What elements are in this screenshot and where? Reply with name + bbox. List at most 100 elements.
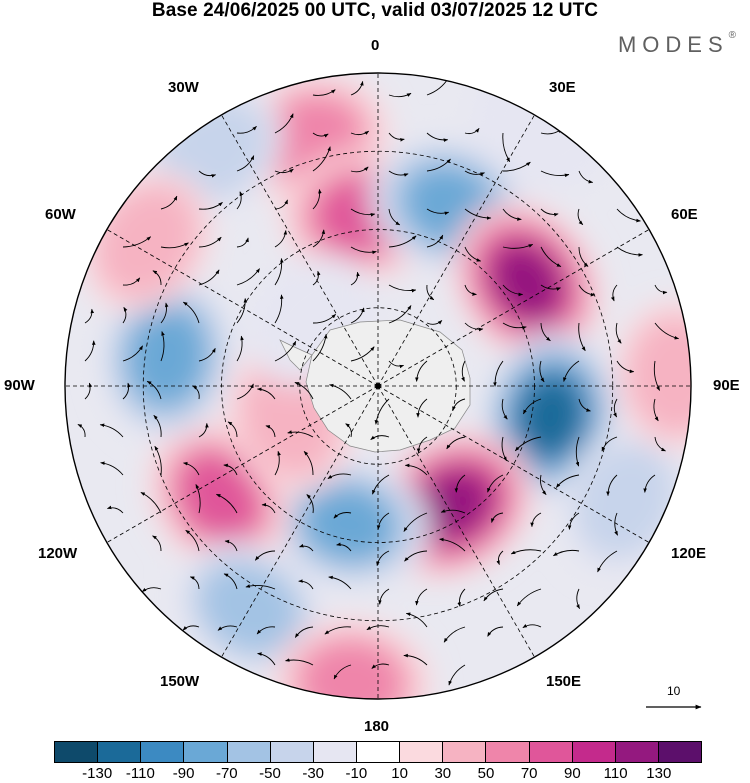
wind-vector	[540, 246, 562, 268]
wind-vector	[192, 385, 200, 400]
wind-vector	[274, 450, 281, 476]
meridian-line	[377, 385, 535, 658]
wind-vector	[567, 512, 580, 530]
wind-vector	[350, 80, 364, 96]
wind-vector	[122, 306, 128, 324]
wind-vector	[106, 505, 124, 514]
wind-vector	[653, 360, 661, 391]
wind-vector	[329, 383, 352, 400]
indian-ocean-high-contour	[492, 244, 561, 319]
wind-vector	[415, 588, 428, 606]
wind-vector	[223, 573, 238, 590]
lon-label-90w: 90W	[4, 377, 35, 394]
colorbar-swatch	[98, 742, 142, 762]
wind-vector	[224, 539, 238, 552]
wind-vector	[195, 483, 201, 514]
colorbar-swatch	[572, 742, 616, 762]
wind-vector	[614, 512, 619, 536]
wind-vector	[160, 195, 178, 210]
wind-vector	[575, 436, 580, 467]
wind-vector	[350, 346, 375, 362]
wind-vector	[388, 284, 417, 293]
colorbar-tick-label: 50	[477, 765, 495, 782]
wind-vector	[236, 383, 254, 400]
wind-vector	[227, 421, 238, 438]
wind-vector	[152, 535, 162, 552]
wind-vector	[350, 271, 360, 286]
wind-vector	[487, 474, 504, 493]
colorbar-swatch	[141, 742, 185, 762]
wind-vector	[452, 398, 466, 412]
wind-vector	[502, 161, 531, 172]
wind-vector	[597, 550, 618, 573]
wind-vector	[217, 625, 238, 631]
wind-vector	[654, 436, 666, 452]
wind-vector	[388, 305, 412, 324]
colorbar-swatch	[529, 742, 573, 762]
wind-vector	[153, 414, 162, 438]
wind-vector	[303, 450, 314, 476]
wind-vector	[350, 166, 369, 173]
wind-vector	[328, 575, 352, 590]
wind-vector	[299, 543, 314, 552]
wind-vector	[198, 236, 222, 248]
colorbar-swatch	[184, 742, 228, 762]
colorbar-tick-label: 10	[391, 765, 408, 782]
colorbar-swatch	[227, 742, 271, 762]
wind-vector	[514, 436, 542, 452]
wind-vector	[426, 158, 451, 172]
wind-vector	[215, 493, 238, 514]
wind-vector	[501, 398, 508, 420]
wind-vector	[376, 550, 390, 567]
wind-vectors	[77, 77, 680, 686]
wind-vector	[312, 89, 336, 96]
tasman-low-contour	[578, 447, 672, 555]
wind-vector	[502, 322, 527, 330]
colorbar-swatch	[658, 742, 702, 762]
wind-vector	[122, 277, 141, 286]
wind-vector	[522, 398, 542, 415]
wind-vector	[198, 170, 217, 178]
south-america-high-contour	[95, 184, 199, 299]
wind-vector	[370, 435, 390, 440]
wind-vector	[274, 258, 284, 286]
wind-vector	[160, 331, 165, 362]
wind-vector	[274, 230, 288, 248]
wind-vector	[223, 463, 238, 476]
wind-vector	[294, 381, 314, 400]
wind-vector	[183, 461, 200, 476]
wind-vector	[256, 626, 276, 635]
colorbar-tick-label: -130	[82, 765, 113, 782]
colorbar-tick-label: -30	[302, 765, 325, 782]
wind-vector	[440, 509, 466, 514]
wind-vector	[501, 436, 508, 462]
wind-vector	[122, 345, 143, 362]
wind-vector	[312, 188, 322, 210]
wind-vector	[613, 398, 618, 418]
wind-vector	[578, 170, 594, 184]
wind-vector	[493, 360, 504, 387]
anomaly-field	[82, 73, 691, 699]
wind-vector	[236, 191, 244, 210]
wind-vector	[372, 474, 390, 495]
wind-vector	[439, 537, 466, 552]
wind-vector	[388, 132, 405, 142]
colorbar-tick-label: 30	[434, 765, 452, 782]
colorbar	[54, 741, 702, 763]
wind-vector	[294, 626, 314, 638]
lon-label-30e: 30E	[549, 79, 576, 96]
south-pole-dot	[375, 383, 381, 389]
wind-vector	[371, 663, 390, 669]
wind-vector	[236, 125, 257, 134]
wind-vector	[350, 130, 370, 136]
wind-vector	[261, 502, 276, 514]
wind-vector	[502, 208, 522, 221]
brand-name: MODES	[617, 32, 729, 57]
wind-vector	[152, 270, 162, 286]
meridian-line	[221, 385, 379, 658]
wind-vector	[388, 208, 401, 226]
wind-vector	[416, 398, 428, 418]
wind-vector	[454, 474, 466, 493]
meridian-line	[106, 229, 379, 387]
wind-vector	[350, 208, 376, 217]
